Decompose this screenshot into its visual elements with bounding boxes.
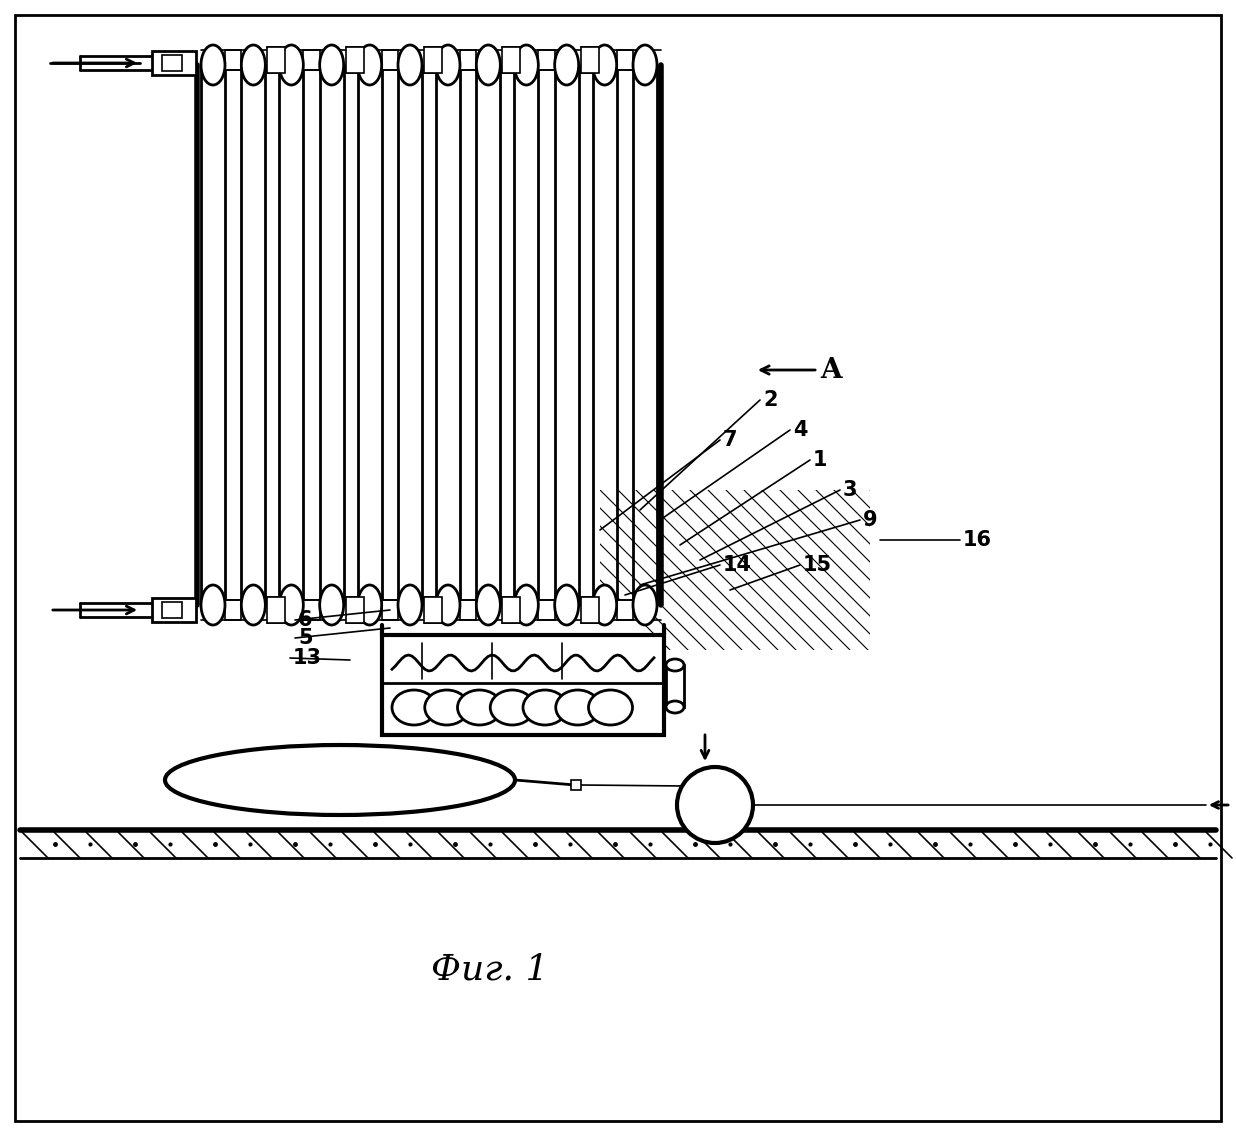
Bar — [346, 598, 363, 623]
Bar — [225, 600, 241, 620]
Ellipse shape — [666, 659, 684, 671]
Text: A: A — [819, 357, 842, 384]
Text: 14: 14 — [723, 556, 751, 575]
Ellipse shape — [241, 585, 266, 625]
Ellipse shape — [398, 585, 421, 625]
Text: 6: 6 — [298, 610, 313, 630]
Ellipse shape — [555, 585, 578, 625]
Bar — [267, 47, 286, 73]
Bar — [303, 50, 320, 70]
Bar — [152, 51, 197, 75]
Bar — [539, 600, 555, 620]
Ellipse shape — [514, 585, 539, 625]
Text: 3: 3 — [843, 481, 858, 500]
Ellipse shape — [392, 690, 436, 725]
Ellipse shape — [357, 585, 382, 625]
Bar — [617, 50, 633, 70]
Bar — [460, 600, 476, 620]
Ellipse shape — [633, 585, 658, 625]
Bar — [382, 50, 398, 70]
Ellipse shape — [523, 690, 567, 725]
Bar — [617, 600, 633, 620]
Ellipse shape — [398, 45, 421, 85]
Text: 13: 13 — [293, 648, 323, 668]
Circle shape — [677, 767, 753, 843]
Ellipse shape — [241, 45, 266, 85]
Text: 4: 4 — [794, 420, 807, 440]
Bar — [581, 598, 598, 623]
Bar — [666, 665, 684, 707]
Bar — [382, 635, 664, 735]
Text: 16: 16 — [963, 531, 993, 550]
Ellipse shape — [491, 690, 534, 725]
Ellipse shape — [633, 45, 658, 85]
Ellipse shape — [279, 45, 303, 85]
Ellipse shape — [593, 585, 617, 625]
Ellipse shape — [320, 585, 344, 625]
Ellipse shape — [201, 585, 225, 625]
Bar — [424, 47, 442, 73]
Ellipse shape — [320, 45, 344, 85]
Text: 7: 7 — [723, 431, 738, 450]
Bar — [539, 50, 555, 70]
Ellipse shape — [457, 690, 502, 725]
Bar — [303, 600, 320, 620]
Ellipse shape — [436, 45, 460, 85]
Bar — [424, 598, 442, 623]
Ellipse shape — [514, 45, 539, 85]
Bar — [225, 50, 241, 70]
Bar — [571, 780, 581, 790]
Text: 2: 2 — [763, 390, 777, 410]
Text: Фиг. 1: Фиг. 1 — [431, 953, 549, 987]
Ellipse shape — [555, 45, 578, 85]
Bar — [502, 598, 520, 623]
Ellipse shape — [425, 690, 468, 725]
Text: 15: 15 — [803, 556, 832, 575]
Bar — [162, 602, 182, 618]
Ellipse shape — [436, 585, 460, 625]
Text: 9: 9 — [863, 510, 878, 531]
Bar — [152, 598, 197, 623]
Bar — [162, 55, 182, 70]
Ellipse shape — [593, 45, 617, 85]
Bar — [502, 47, 520, 73]
Text: 5: 5 — [298, 628, 313, 648]
Ellipse shape — [476, 585, 501, 625]
Ellipse shape — [164, 745, 515, 815]
Bar — [581, 47, 598, 73]
Bar — [346, 47, 363, 73]
Bar — [460, 50, 476, 70]
Text: 1: 1 — [813, 450, 827, 470]
Ellipse shape — [556, 690, 599, 725]
Bar — [267, 598, 286, 623]
Ellipse shape — [201, 45, 225, 85]
Ellipse shape — [357, 45, 382, 85]
Bar — [382, 600, 398, 620]
Ellipse shape — [476, 45, 501, 85]
Ellipse shape — [666, 701, 684, 713]
Ellipse shape — [279, 585, 303, 625]
Ellipse shape — [588, 690, 633, 725]
